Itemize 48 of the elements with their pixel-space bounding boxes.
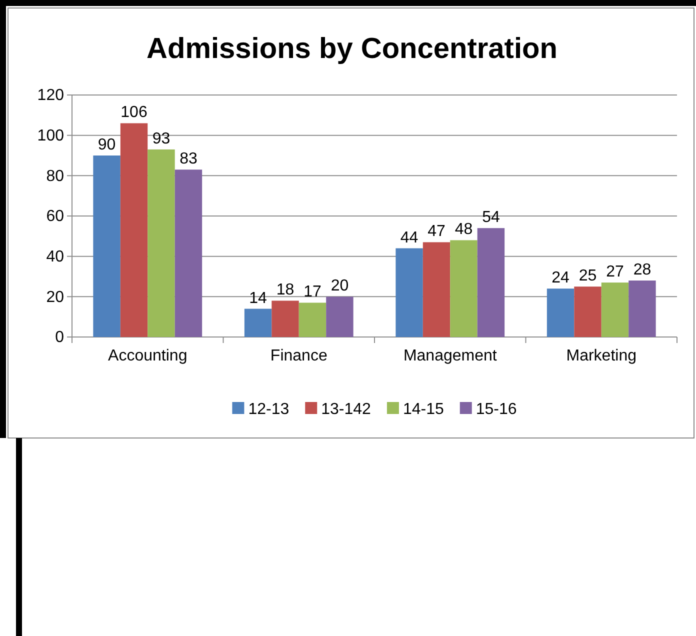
data-label: 27 xyxy=(606,264,624,281)
bar xyxy=(120,123,148,337)
legend-label: 12-13 xyxy=(248,401,290,418)
bar xyxy=(298,302,326,337)
bar xyxy=(174,170,202,337)
bar xyxy=(574,286,602,337)
data-label: 20 xyxy=(330,278,349,295)
y-tick-label: 0 xyxy=(55,329,64,346)
y-tick-label: 80 xyxy=(46,168,64,185)
bar xyxy=(601,282,629,337)
data-label: 18 xyxy=(276,282,294,299)
bar xyxy=(148,149,175,337)
bar xyxy=(244,308,272,337)
bar xyxy=(546,288,574,337)
legend-label: 15-16 xyxy=(476,401,517,418)
bar xyxy=(477,228,505,337)
x-tick-label: Management xyxy=(403,347,498,364)
data-label: 90 xyxy=(98,136,116,154)
x-tick-label: Accounting xyxy=(108,347,188,364)
bar xyxy=(326,296,354,337)
data-label: 106 xyxy=(120,104,148,122)
data-label: 44 xyxy=(400,229,418,246)
legend-label: 14-15 xyxy=(402,401,444,418)
bar xyxy=(272,300,299,337)
bar xyxy=(422,242,450,337)
bar xyxy=(628,280,656,337)
data-label: 28 xyxy=(633,262,652,279)
data-label: 54 xyxy=(482,209,500,226)
bar xyxy=(93,156,120,337)
y-tick-label: 40 xyxy=(46,248,64,266)
data-label: 17 xyxy=(304,284,322,301)
x-tick-label: Marketing xyxy=(566,347,636,364)
legend-label: 13-142 xyxy=(321,401,372,418)
data-label: 48 xyxy=(454,221,473,238)
data-label: 25 xyxy=(578,268,597,285)
y-tick-label: 20 xyxy=(46,288,64,306)
data-label: 93 xyxy=(152,130,170,148)
y-tick-label: 100 xyxy=(37,127,64,144)
bar xyxy=(450,240,478,337)
bar xyxy=(396,248,423,337)
data-label: 83 xyxy=(180,150,198,168)
data-label: 14 xyxy=(249,290,268,307)
chart-title: Admissions by Concentration xyxy=(146,33,558,65)
data-label: 24 xyxy=(552,270,570,287)
y-tick-label: 120 xyxy=(37,87,64,104)
x-tick-label: Finance xyxy=(270,347,328,364)
data-label: 47 xyxy=(428,223,446,240)
y-tick-label: 60 xyxy=(46,208,64,226)
